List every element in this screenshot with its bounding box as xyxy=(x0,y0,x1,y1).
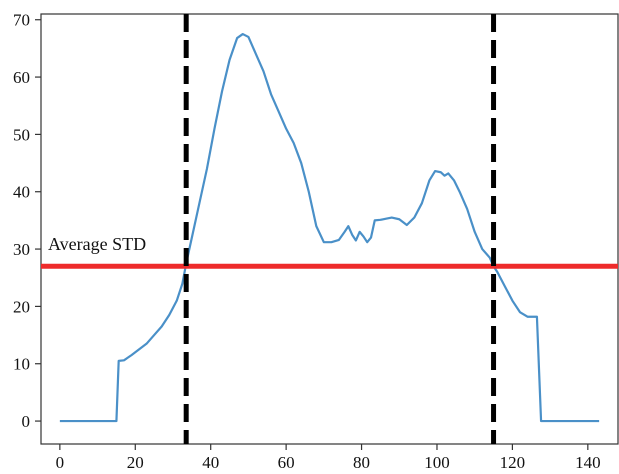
x-tick-label: 60 xyxy=(278,453,295,472)
y-tick-label: 0 xyxy=(22,412,31,431)
x-tick-label: 140 xyxy=(575,453,601,472)
y-tick-label: 50 xyxy=(13,125,30,144)
y-tick-label: 40 xyxy=(13,183,30,202)
y-tick-label: 60 xyxy=(13,68,30,87)
y-tick-label: 20 xyxy=(13,297,30,316)
average-std-label: Average STD xyxy=(48,234,146,254)
series-line xyxy=(59,32,600,423)
plot-frame xyxy=(40,13,619,445)
y-tick-label: 30 xyxy=(13,240,30,259)
x-tick-label: 120 xyxy=(500,453,526,472)
x-tick-label: 80 xyxy=(353,453,370,472)
plot-area: 0 20 40 60 80 100 120 140 0 10 20 30 40 50 60 70 xyxy=(13,11,619,472)
x-tick-label: 20 xyxy=(127,453,144,472)
y-tick-label: 70 xyxy=(13,11,30,30)
x-tick-label: 100 xyxy=(424,453,450,472)
x-tick-label: 40 xyxy=(202,453,219,472)
x-tick-label: 0 xyxy=(56,453,65,472)
y-tick-label: 10 xyxy=(13,355,30,374)
